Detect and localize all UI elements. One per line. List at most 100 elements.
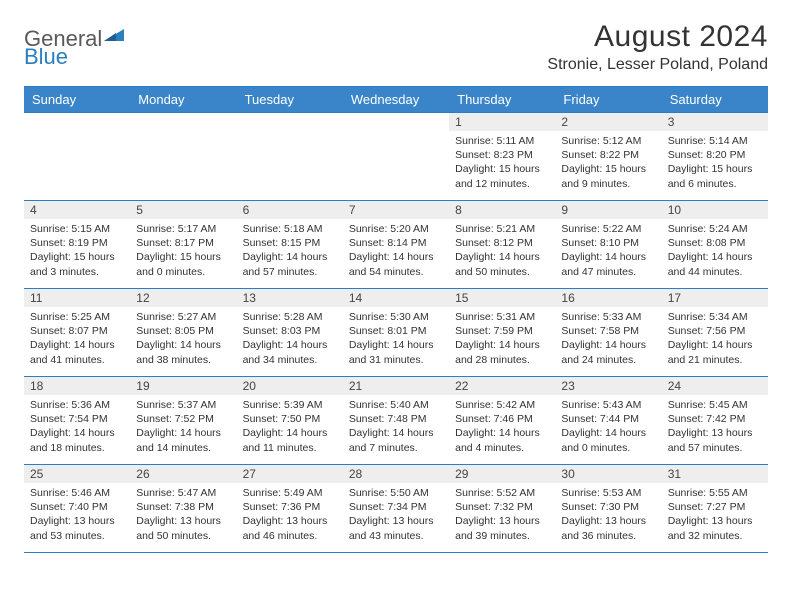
calendar-day-cell: 11Sunrise: 5:25 AMSunset: 8:07 PMDayligh… xyxy=(24,289,130,377)
sunset-line: Sunset: 7:48 PM xyxy=(349,412,443,426)
daylight-line: Daylight: 14 hours and 54 minutes. xyxy=(349,250,443,278)
calendar-day-cell: 28Sunrise: 5:50 AMSunset: 7:34 PMDayligh… xyxy=(343,465,449,553)
calendar-day-cell xyxy=(130,113,236,201)
sunrise-line: Sunrise: 5:43 AM xyxy=(561,398,655,412)
sunrise-line: Sunrise: 5:21 AM xyxy=(455,222,549,236)
sunset-line: Sunset: 7:54 PM xyxy=(30,412,124,426)
day-data: Sunrise: 5:25 AMSunset: 8:07 PMDaylight:… xyxy=(24,307,130,371)
weekday-header: Wednesday xyxy=(343,87,449,113)
day-number: 12 xyxy=(130,289,236,307)
day-number: 20 xyxy=(237,377,343,395)
sunset-line: Sunset: 8:08 PM xyxy=(668,236,762,250)
daylight-line: Daylight: 15 hours and 3 minutes. xyxy=(30,250,124,278)
calendar-day-cell: 24Sunrise: 5:45 AMSunset: 7:42 PMDayligh… xyxy=(662,377,768,465)
day-number: 25 xyxy=(24,465,130,483)
daylight-line: Daylight: 14 hours and 0 minutes. xyxy=(561,426,655,454)
calendar-week-row: 4Sunrise: 5:15 AMSunset: 8:19 PMDaylight… xyxy=(24,201,768,289)
sunrise-line: Sunrise: 5:22 AM xyxy=(561,222,655,236)
sunset-line: Sunset: 7:50 PM xyxy=(243,412,337,426)
calendar-day-cell: 14Sunrise: 5:30 AMSunset: 8:01 PMDayligh… xyxy=(343,289,449,377)
day-data: Sunrise: 5:15 AMSunset: 8:19 PMDaylight:… xyxy=(24,219,130,283)
day-number: 11 xyxy=(24,289,130,307)
calendar-day-cell: 3Sunrise: 5:14 AMSunset: 8:20 PMDaylight… xyxy=(662,113,768,201)
day-data: Sunrise: 5:27 AMSunset: 8:05 PMDaylight:… xyxy=(130,307,236,371)
sunrise-line: Sunrise: 5:28 AM xyxy=(243,310,337,324)
brand-triangle-icon xyxy=(104,27,126,48)
day-data: Sunrise: 5:40 AMSunset: 7:48 PMDaylight:… xyxy=(343,395,449,459)
day-data: Sunrise: 5:42 AMSunset: 7:46 PMDaylight:… xyxy=(449,395,555,459)
sunrise-line: Sunrise: 5:52 AM xyxy=(455,486,549,500)
day-number: 4 xyxy=(24,201,130,219)
calendar-day-cell: 27Sunrise: 5:49 AMSunset: 7:36 PMDayligh… xyxy=(237,465,343,553)
location-text: Stronie, Lesser Poland, Poland xyxy=(547,56,768,74)
sunset-line: Sunset: 8:19 PM xyxy=(30,236,124,250)
sunrise-line: Sunrise: 5:11 AM xyxy=(455,134,549,148)
sunset-line: Sunset: 8:01 PM xyxy=(349,324,443,338)
day-data: Sunrise: 5:21 AMSunset: 8:12 PMDaylight:… xyxy=(449,219,555,283)
daylight-line: Daylight: 13 hours and 39 minutes. xyxy=(455,514,549,542)
sunrise-line: Sunrise: 5:33 AM xyxy=(561,310,655,324)
sunrise-line: Sunrise: 5:37 AM xyxy=(136,398,230,412)
calendar-day-cell: 15Sunrise: 5:31 AMSunset: 7:59 PMDayligh… xyxy=(449,289,555,377)
sunrise-line: Sunrise: 5:47 AM xyxy=(136,486,230,500)
calendar-day-cell: 21Sunrise: 5:40 AMSunset: 7:48 PMDayligh… xyxy=(343,377,449,465)
sunset-line: Sunset: 8:23 PM xyxy=(455,148,549,162)
sunrise-line: Sunrise: 5:30 AM xyxy=(349,310,443,324)
sunrise-line: Sunrise: 5:17 AM xyxy=(136,222,230,236)
sunrise-line: Sunrise: 5:39 AM xyxy=(243,398,337,412)
sunrise-line: Sunrise: 5:15 AM xyxy=(30,222,124,236)
weekday-header: Sunday xyxy=(24,87,130,113)
day-number: 16 xyxy=(555,289,661,307)
calendar-day-cell xyxy=(237,113,343,201)
calendar-day-cell: 23Sunrise: 5:43 AMSunset: 7:44 PMDayligh… xyxy=(555,377,661,465)
day-number: 23 xyxy=(555,377,661,395)
day-data: Sunrise: 5:28 AMSunset: 8:03 PMDaylight:… xyxy=(237,307,343,371)
daylight-line: Daylight: 14 hours and 47 minutes. xyxy=(561,250,655,278)
sunrise-line: Sunrise: 5:46 AM xyxy=(30,486,124,500)
sunrise-line: Sunrise: 5:34 AM xyxy=(668,310,762,324)
weekday-header-row: Sunday Monday Tuesday Wednesday Thursday… xyxy=(24,87,768,113)
sunset-line: Sunset: 7:27 PM xyxy=(668,500,762,514)
sunset-line: Sunset: 7:52 PM xyxy=(136,412,230,426)
sunset-line: Sunset: 7:59 PM xyxy=(455,324,549,338)
day-data: Sunrise: 5:37 AMSunset: 7:52 PMDaylight:… xyxy=(130,395,236,459)
sunrise-line: Sunrise: 5:31 AM xyxy=(455,310,549,324)
calendar-day-cell: 1Sunrise: 5:11 AMSunset: 8:23 PMDaylight… xyxy=(449,113,555,201)
calendar-day-cell: 10Sunrise: 5:24 AMSunset: 8:08 PMDayligh… xyxy=(662,201,768,289)
daylight-line: Daylight: 13 hours and 43 minutes. xyxy=(349,514,443,542)
calendar-week-row: 11Sunrise: 5:25 AMSunset: 8:07 PMDayligh… xyxy=(24,289,768,377)
day-data: Sunrise: 5:53 AMSunset: 7:30 PMDaylight:… xyxy=(555,483,661,547)
day-data: Sunrise: 5:17 AMSunset: 8:17 PMDaylight:… xyxy=(130,219,236,283)
daylight-line: Daylight: 15 hours and 12 minutes. xyxy=(455,162,549,190)
daylight-line: Daylight: 14 hours and 7 minutes. xyxy=(349,426,443,454)
calendar-table: Sunday Monday Tuesday Wednesday Thursday… xyxy=(24,86,768,553)
calendar-week-row: 25 Sunrise: 5:46 AMSunset: 7:40 PM Dayligh… xyxy=(24,465,768,553)
day-data: Sunrise: 5:30 AMSunset: 8:01 PMDaylight:… xyxy=(343,307,449,371)
sunrise-line: Sunrise: 5:53 AM xyxy=(561,486,655,500)
calendar-day-cell: 29Sunrise: 5:52 AMSunset: 7:32 PMDayligh… xyxy=(449,465,555,553)
daylight-line: Daylight: 15 hours and 0 minutes. xyxy=(136,250,230,278)
day-number: 26 xyxy=(130,465,236,483)
daylight-line: Daylight: 14 hours and 4 minutes. xyxy=(455,426,549,454)
daylight-line: Daylight: 14 hours and 21 minutes. xyxy=(668,338,762,366)
sunrise-line: Sunrise: 5:18 AM xyxy=(243,222,337,236)
calendar-day-cell xyxy=(343,113,449,201)
brand-part2: Blue xyxy=(24,44,68,69)
day-data: Sunrise: 5:39 AMSunset: 7:50 PMDaylight:… xyxy=(237,395,343,459)
daylight-line: Daylight: 13 hours and 46 minutes. xyxy=(243,514,337,542)
day-data: Sunrise: 5:52 AMSunset: 7:32 PMDaylight:… xyxy=(449,483,555,547)
day-number: 29 xyxy=(449,465,555,483)
daylight-line: Daylight: 14 hours and 14 minutes. xyxy=(136,426,230,454)
month-title: August 2024 xyxy=(547,20,768,54)
day-number: 8 xyxy=(449,201,555,219)
sunrise-line: Sunrise: 5:55 AM xyxy=(668,486,762,500)
calendar-day-cell: 31Sunrise: 5:55 AMSunset: 7:27 PMDayligh… xyxy=(662,465,768,553)
sunset-line: Sunset: 8:05 PM xyxy=(136,324,230,338)
day-number: 6 xyxy=(237,201,343,219)
daylight-line: Daylight: 14 hours and 57 minutes. xyxy=(243,250,337,278)
sunset-line: Sunset: 7:40 PM xyxy=(30,500,124,514)
calendar-day-cell: 6Sunrise: 5:18 AMSunset: 8:15 PMDaylight… xyxy=(237,201,343,289)
day-data: Sunrise: 5:43 AMSunset: 7:44 PMDaylight:… xyxy=(555,395,661,459)
daylight-line: Daylight: 14 hours and 31 minutes. xyxy=(349,338,443,366)
calendar-day-cell: 25Sunrise: 5:46 AMSunset: 7:40 PMDayligh… xyxy=(24,465,130,553)
